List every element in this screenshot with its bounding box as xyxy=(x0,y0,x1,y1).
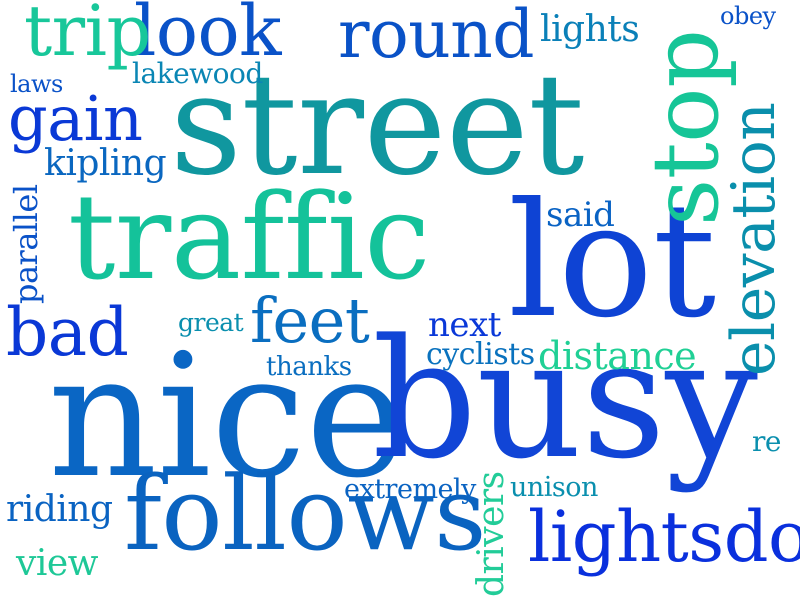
word-drivers: drivers xyxy=(471,471,512,597)
word-obey: obey xyxy=(720,2,776,30)
word-view: view xyxy=(16,543,98,584)
word-feet: feet xyxy=(250,284,370,357)
word-laws: laws xyxy=(10,70,63,98)
word-great: great xyxy=(178,308,244,337)
word-lightsdo: lightsdo xyxy=(528,496,800,578)
word-lights: lights xyxy=(540,9,640,50)
word-bad: bad xyxy=(6,294,129,371)
word-re: re xyxy=(752,425,781,458)
word-distance: distance xyxy=(538,334,697,378)
word-next: next xyxy=(428,305,501,345)
word-trip: trip xyxy=(24,0,151,72)
word-cyclists: cyclists xyxy=(426,337,535,372)
word-gain: gain xyxy=(8,82,143,155)
word-lakewood: lakewood xyxy=(132,57,263,90)
word-look: look xyxy=(134,0,282,72)
word-round: round xyxy=(338,0,535,73)
word-follows: follows xyxy=(124,455,486,574)
word-traffic: traffic xyxy=(68,168,430,306)
word-thanks: thanks xyxy=(266,352,352,382)
word-riding: riding xyxy=(6,489,113,530)
word-lot: lot xyxy=(508,169,716,353)
word-unison: unison xyxy=(510,472,598,503)
word-busy: busy xyxy=(372,304,758,495)
word-street: street xyxy=(170,44,585,207)
word-extremely: extremely xyxy=(344,474,476,505)
word-parallel: parallel xyxy=(7,184,45,304)
word-nice: nice xyxy=(48,318,406,516)
word-said: said xyxy=(546,195,615,235)
word-elevation: elevation xyxy=(719,102,789,376)
word-kipling: kipling xyxy=(44,143,167,184)
